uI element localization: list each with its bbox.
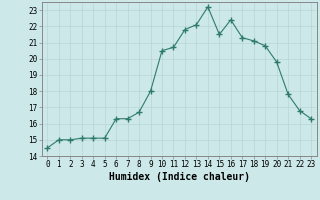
X-axis label: Humidex (Indice chaleur): Humidex (Indice chaleur) <box>109 172 250 182</box>
